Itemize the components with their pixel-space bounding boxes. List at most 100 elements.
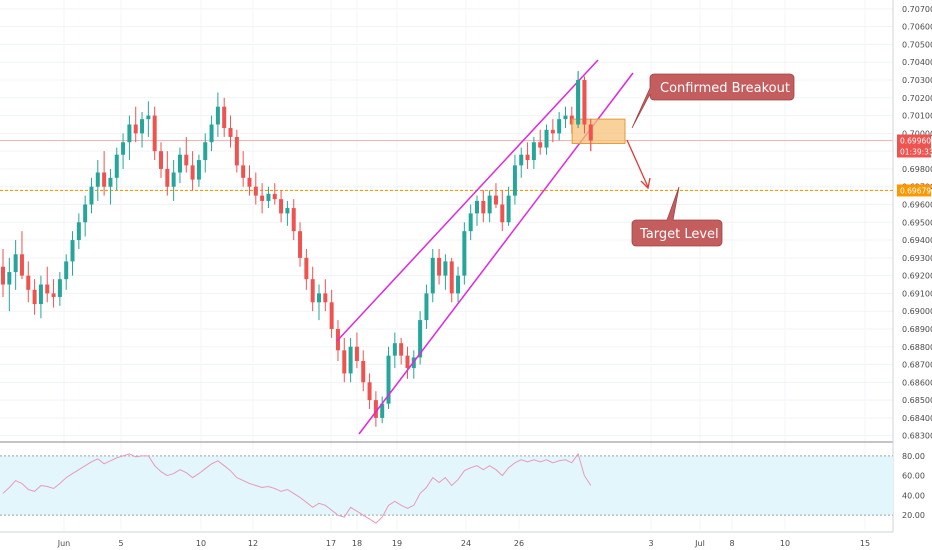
candle-body: [531, 142, 536, 161]
candle-body: [298, 231, 303, 258]
candle-body: [576, 80, 581, 125]
rsi-tick-label: 40.00: [902, 491, 925, 500]
date-label: 8: [729, 539, 734, 548]
candle-body: [228, 128, 233, 137]
candle-body: [247, 177, 252, 187]
candle-body: [317, 293, 321, 303]
candle-body: [19, 254, 24, 276]
candle-body: [582, 80, 587, 125]
current-price-tag-label: 0.69960: [900, 136, 931, 145]
candle-body: [310, 279, 315, 303]
price-tick-label: 0.69300: [902, 254, 932, 263]
date-label: 24: [461, 539, 471, 548]
candle-body: [392, 343, 397, 356]
callouts: Confirmed Breakout Target Level: [631, 73, 795, 247]
price-tick-label: 0.70700: [902, 5, 932, 14]
price-tick-label: 0.68800: [902, 343, 932, 352]
breakout-zone-box: [571, 118, 626, 144]
candle-body: [512, 165, 517, 196]
candle-body: [146, 115, 151, 120]
date-label: 18: [352, 539, 362, 548]
candle-body: [462, 231, 467, 276]
candle-body: [279, 199, 284, 214]
rsi-line: [2, 452, 592, 524]
candle-body: [114, 154, 119, 178]
candle-body: [89, 186, 94, 205]
candle-body: [329, 302, 334, 329]
candle-body: [291, 208, 296, 232]
candle-body: [152, 115, 157, 152]
candle-body: [550, 129, 555, 134]
candle-body: [525, 154, 530, 161]
candle-body: [7, 272, 12, 285]
candle-body: [241, 165, 246, 178]
candle-body: [76, 222, 81, 241]
date-label: 26: [514, 539, 524, 548]
candle-body: [399, 343, 404, 356]
candle-body: [266, 193, 271, 201]
date-label: Jul: [694, 539, 705, 548]
candle-body: [184, 154, 189, 166]
grid: [0, 0, 894, 533]
target-level-tag: [897, 184, 931, 197]
price-tick-label: 0.69400: [902, 236, 932, 245]
candle-body: [177, 154, 182, 173]
candle-body: [95, 172, 100, 187]
rsi-band: [0, 455, 893, 516]
price-tick-label: 0.69800: [902, 165, 932, 174]
candle-body: [354, 346, 359, 361]
price-tick-label: 0.68400: [902, 414, 932, 423]
candle-body: [493, 195, 498, 205]
candle-body: [108, 177, 113, 187]
target-level-label: Target Level: [639, 227, 719, 242]
price-tick-label: 0.70400: [902, 58, 932, 67]
price-tick-label: 0.70100: [902, 112, 932, 121]
price-tick-label: 0.69600: [902, 200, 932, 209]
candle-body: [481, 200, 486, 214]
candle-body: [588, 124, 593, 141]
date-label: Jun: [57, 539, 71, 548]
candle-body: [203, 142, 208, 161]
projection-arrowhead: [640, 177, 651, 190]
rsi-tick-label: 60.00: [902, 472, 925, 481]
candle-body: [83, 204, 88, 223]
candle-body: [26, 275, 31, 290]
date-label: 3: [648, 539, 653, 548]
date-label: 10: [780, 539, 790, 548]
candle-body: [260, 195, 265, 201]
confirmed-breakout-label: Confirmed Breakout: [660, 81, 790, 96]
candle-body: [32, 289, 37, 305]
candle-body: [140, 119, 145, 134]
candle-body: [323, 293, 328, 303]
rsi-tick-label: 80.00: [902, 452, 925, 461]
projection-arrow: [626, 139, 649, 188]
candle-body: [222, 106, 227, 129]
candle-body: [418, 320, 423, 358]
price-tick-label: 0.69100: [902, 289, 932, 298]
candle-body: [215, 106, 220, 125]
candle-body: [133, 124, 138, 134]
price-tick-label: 0.68500: [902, 396, 932, 405]
candle-body: [51, 293, 56, 297]
candle-body: [449, 261, 454, 294]
candle-body: [1, 266, 5, 285]
candle-body: [538, 142, 543, 148]
candle-body: [487, 195, 492, 214]
candle-body: [304, 257, 309, 280]
candle-body: [38, 284, 43, 305]
date-label: 5: [118, 539, 123, 548]
candles: [1, 71, 593, 427]
price-axis: 0.70700 0.70600 0.70500 0.70400 0.70300 0.702…: [897, 5, 932, 520]
date-label: 19: [392, 539, 402, 548]
price-tick-label: 0.69000: [902, 307, 932, 316]
candle-body: [456, 275, 461, 294]
candle-body: [272, 193, 277, 200]
candle-body: [468, 213, 473, 232]
candle-body: [165, 168, 170, 187]
price-tick-label: 0.68900: [902, 325, 932, 334]
candle-body: [13, 254, 18, 273]
candle-body: [443, 261, 448, 276]
countdown-label: 01:39:33: [900, 147, 932, 156]
